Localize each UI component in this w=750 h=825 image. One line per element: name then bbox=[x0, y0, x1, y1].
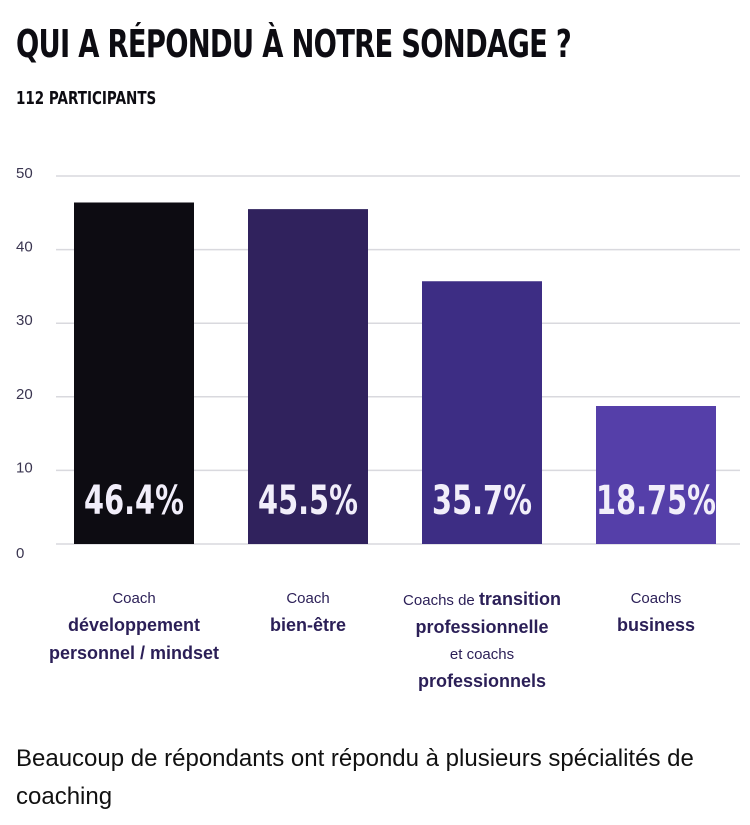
label-line: et coachs bbox=[449, 646, 515, 663]
data-label: 35.7% bbox=[432, 478, 532, 524]
bar bbox=[596, 406, 716, 544]
page-title: QUI A RÉPONDU À NOTRE SONDAGE ? bbox=[16, 22, 572, 66]
y-tick-label: 30 bbox=[16, 312, 33, 329]
participants-count: 112 PARTICIPANTS bbox=[16, 88, 157, 109]
data-label: 46.4% bbox=[84, 478, 184, 524]
label-line: Coach bbox=[286, 590, 330, 607]
label-bold: business bbox=[616, 615, 696, 635]
label-line: Coachs bbox=[630, 590, 682, 607]
category-label-2: Coach bien-être bbox=[198, 586, 418, 640]
bar bbox=[422, 281, 542, 544]
label-bold: personnel / mindset bbox=[48, 643, 220, 663]
y-tick-label: 0 bbox=[16, 545, 24, 562]
label-bold: professionnels bbox=[417, 671, 547, 691]
data-label: 45.5% bbox=[258, 478, 358, 524]
bar bbox=[74, 202, 194, 544]
category-label-3: Coachs de transition professionnelle et … bbox=[372, 586, 592, 696]
data-label: 18.75% bbox=[596, 478, 716, 524]
label-bold: professionnelle bbox=[415, 617, 549, 637]
label-bold: développement bbox=[67, 615, 201, 635]
label-bold: transition bbox=[478, 589, 561, 609]
bar bbox=[248, 209, 368, 544]
label-line: Coach bbox=[112, 590, 156, 607]
category-label-4: Coachs business bbox=[546, 586, 750, 640]
y-tick-label: 20 bbox=[16, 386, 33, 403]
footnote: Beaucoup de répondants ont répondu à plu… bbox=[16, 745, 694, 810]
label-line: Coachs de bbox=[403, 592, 479, 609]
label-bold: bien-être bbox=[269, 615, 347, 635]
y-tick-label: 50 bbox=[16, 165, 33, 182]
y-tick-label: 10 bbox=[16, 459, 33, 476]
category-label-1: Coach développement personnel / mindset bbox=[24, 586, 244, 668]
bar-chart: 0 10 20 30 40 50 46.4% 45.5% 35.7% 18.75% bbox=[16, 165, 740, 562]
y-tick-label: 40 bbox=[16, 239, 33, 256]
